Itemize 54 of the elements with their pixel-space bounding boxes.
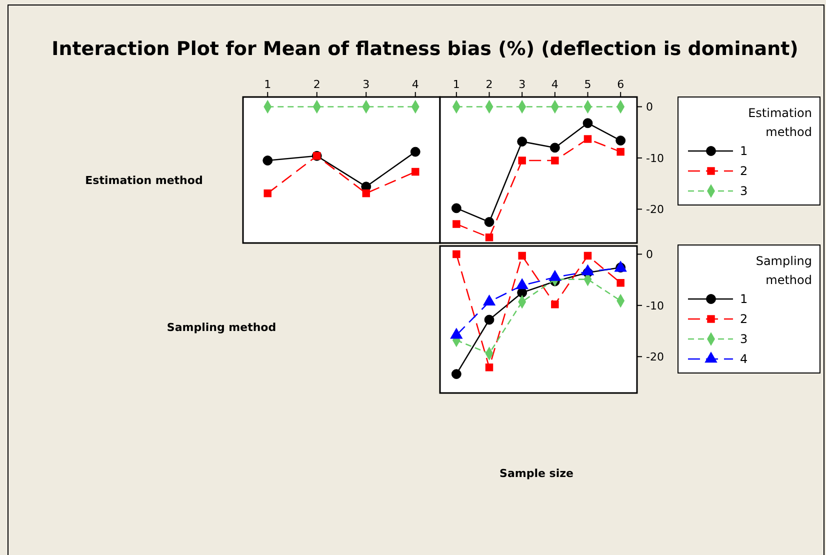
y-tick-label: 0 [646, 100, 653, 114]
point [616, 148, 624, 156]
x-tick-label: 1 [264, 78, 272, 91]
legend-label: 2 [740, 164, 748, 178]
x-axis-title: Sample size [500, 467, 574, 480]
point [264, 189, 272, 198]
point [582, 118, 593, 128]
point [551, 156, 559, 164]
x-tick-label: 6 [617, 78, 624, 91]
point [362, 189, 370, 198]
point [616, 279, 624, 287]
point [518, 156, 526, 164]
legend-label: 3 [740, 332, 748, 346]
point [410, 146, 420, 157]
y-tick-label: -10 [646, 299, 664, 312]
point [412, 168, 420, 176]
point [484, 314, 494, 325]
legend-label: 4 [740, 352, 748, 366]
point [616, 136, 626, 146]
x-tick-label: 3 [362, 78, 370, 91]
x-tick-label: 2 [313, 78, 320, 91]
y-tick-label: -20 [646, 203, 664, 216]
legend-label: 3 [740, 184, 748, 198]
x-axis-title: Sampling method [166, 321, 276, 334]
legend-label: 2 [740, 312, 748, 326]
legend-title: Sampling method [756, 254, 812, 287]
point [452, 250, 460, 258]
y-tick-label: -10 [646, 152, 664, 165]
point [485, 364, 494, 372]
point [518, 252, 526, 260]
y-axis-title: Estimation method [85, 174, 203, 187]
x-tick-label: 5 [584, 78, 592, 91]
y-tick-label: -20 [646, 350, 664, 364]
point [551, 300, 559, 308]
legend-label: 1 [740, 292, 748, 306]
x-tick-label: 3 [518, 78, 526, 91]
x-tick-label: 2 [486, 78, 493, 91]
legend-title: Estimation method [748, 106, 812, 139]
chart-title: Interaction Plot for Mean of flatness bias (%) (deflection is dominant) [52, 38, 798, 60]
point [517, 136, 528, 147]
x-tick-label: 4 [412, 78, 419, 91]
point [484, 217, 494, 227]
point [451, 203, 462, 214]
legend-label: 1 [740, 144, 748, 158]
point [452, 220, 460, 228]
x-tick-label: 4 [551, 78, 558, 91]
y-tick-label: 0 [646, 248, 653, 262]
point [262, 156, 273, 166]
x-tick-label: 1 [452, 78, 460, 91]
point [584, 252, 592, 260]
point [485, 233, 494, 242]
point [451, 369, 462, 380]
point [550, 142, 560, 153]
point [584, 135, 592, 143]
